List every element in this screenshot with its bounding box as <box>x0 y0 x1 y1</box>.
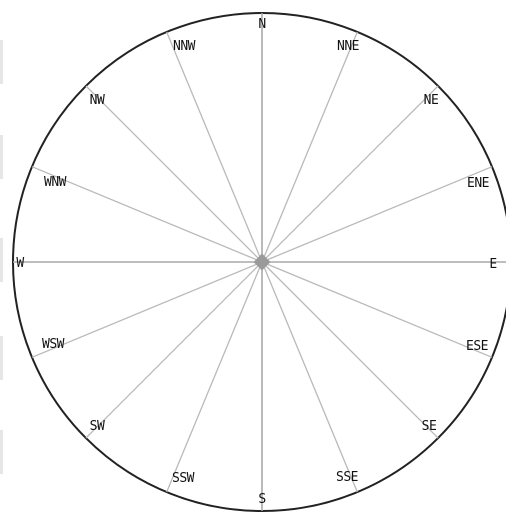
ray-wsw <box>31 261 263 358</box>
label-sse: SSE <box>336 470 358 485</box>
label-n: N <box>258 17 265 32</box>
ray-nnw <box>166 31 263 263</box>
label-wnw: WNW <box>44 175 67 190</box>
compass-center <box>253 253 271 271</box>
label-nne: NNE <box>337 39 359 54</box>
ray-sw <box>85 261 263 439</box>
label-nnw: NNW <box>173 39 196 54</box>
left-edge-mark-2 <box>0 135 3 179</box>
left-edge-mark-4 <box>0 336 3 380</box>
compass-rays <box>13 13 506 511</box>
label-sw: SW <box>90 419 105 434</box>
ray-sse <box>261 261 358 493</box>
ray-se <box>261 261 439 439</box>
label-se: SE <box>422 419 437 434</box>
left-edge-mark-3 <box>0 238 3 282</box>
label-w: W <box>16 256 24 271</box>
ray-nne <box>261 31 358 263</box>
label-wsw: WSW <box>42 337 65 352</box>
label-e: E <box>489 257 496 272</box>
label-nw: NW <box>90 93 105 108</box>
ray-ene <box>261 166 493 263</box>
label-ese: ESE <box>466 339 488 354</box>
ray-ese <box>261 261 493 358</box>
compass-labels: N NNE NE ENE E ESE SE SSE S SSW SW WSW W WNW NW NNW <box>16 17 497 507</box>
label-s: S <box>258 492 265 507</box>
label-ne: NE <box>424 93 439 108</box>
left-edge-mark-1 <box>0 40 3 84</box>
ray-wnw <box>31 166 263 263</box>
ray-nw <box>85 85 263 263</box>
label-ene: ENE <box>467 176 489 191</box>
label-ssw: SSW <box>172 471 195 486</box>
ray-ne <box>261 85 439 263</box>
ray-ssw <box>166 261 263 493</box>
left-edge-mark-5 <box>0 430 3 474</box>
